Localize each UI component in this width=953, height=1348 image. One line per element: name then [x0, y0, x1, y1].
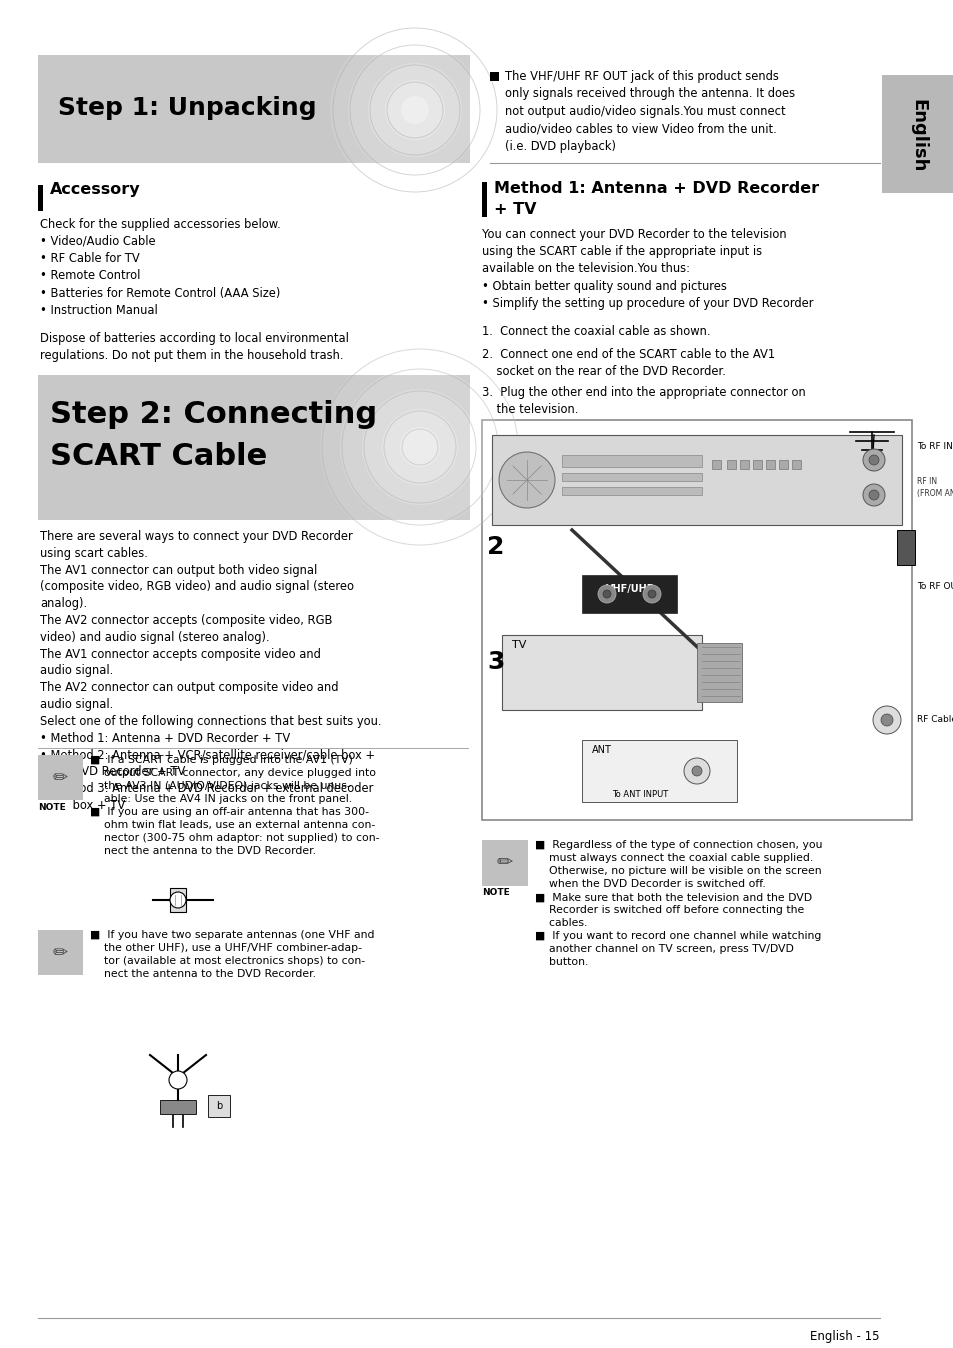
Text: TV: TV — [512, 640, 526, 650]
Circle shape — [169, 1072, 187, 1089]
Text: There are several ways to connect your DVD Recorder
using scart cables.
The AV1 : There are several ways to connect your D… — [40, 530, 381, 811]
FancyBboxPatch shape — [38, 185, 43, 212]
Text: RF Cable: RF Cable — [916, 714, 953, 724]
FancyBboxPatch shape — [501, 635, 701, 710]
Text: English: English — [908, 100, 926, 173]
Circle shape — [602, 590, 610, 599]
Circle shape — [862, 449, 884, 470]
FancyBboxPatch shape — [581, 740, 737, 802]
Circle shape — [330, 26, 499, 195]
Text: English - 15: English - 15 — [810, 1330, 879, 1343]
FancyBboxPatch shape — [561, 456, 701, 466]
FancyBboxPatch shape — [38, 55, 470, 163]
FancyBboxPatch shape — [726, 460, 735, 469]
FancyBboxPatch shape — [160, 1100, 195, 1113]
FancyBboxPatch shape — [38, 755, 83, 799]
Text: ANT: ANT — [592, 745, 611, 755]
Text: ✏: ✏ — [52, 944, 68, 962]
Text: 3: 3 — [486, 650, 504, 674]
FancyBboxPatch shape — [490, 71, 498, 81]
Circle shape — [683, 758, 709, 785]
Circle shape — [170, 892, 186, 909]
Circle shape — [691, 766, 701, 776]
Circle shape — [319, 346, 519, 547]
FancyBboxPatch shape — [779, 460, 787, 469]
Circle shape — [498, 452, 555, 508]
Circle shape — [381, 408, 457, 485]
Text: ■  If you have two separate antennas (one VHF and
    the other UHF), use a UHF/: ■ If you have two separate antennas (one… — [90, 930, 375, 979]
Circle shape — [862, 484, 884, 506]
Circle shape — [339, 367, 499, 527]
FancyBboxPatch shape — [697, 643, 741, 702]
FancyBboxPatch shape — [882, 75, 953, 193]
Circle shape — [880, 714, 892, 727]
Text: b: b — [215, 1101, 222, 1111]
Circle shape — [400, 96, 429, 124]
Text: + TV: + TV — [494, 202, 536, 217]
Text: VHF/UHF: VHF/UHF — [605, 584, 654, 594]
Circle shape — [868, 491, 878, 500]
Circle shape — [368, 63, 461, 156]
FancyBboxPatch shape — [711, 460, 720, 469]
Text: You can connect your DVD Recorder to the television
using the SCART cable if the: You can connect your DVD Recorder to the… — [481, 228, 813, 310]
Text: 2: 2 — [486, 535, 504, 559]
FancyBboxPatch shape — [896, 530, 914, 565]
Text: NOTE: NOTE — [481, 888, 509, 896]
FancyBboxPatch shape — [765, 460, 774, 469]
FancyBboxPatch shape — [752, 460, 761, 469]
Text: Step 1: Unpacking: Step 1: Unpacking — [58, 96, 316, 120]
Text: 3.  Plug the other end into the appropriate connector on
    the television.: 3. Plug the other end into the appropria… — [481, 386, 805, 417]
Text: 2.  Connect one end of the SCART cable to the AV1
    socket on the rear of the : 2. Connect one end of the SCART cable to… — [481, 348, 774, 379]
Circle shape — [642, 585, 660, 603]
FancyBboxPatch shape — [208, 1095, 230, 1117]
Text: Method 1: Antenna + DVD Recorder: Method 1: Antenna + DVD Recorder — [494, 181, 819, 195]
FancyBboxPatch shape — [492, 435, 901, 524]
Circle shape — [385, 80, 444, 140]
Text: The VHF/UHF RF OUT jack of this product sends
only signals received through the : The VHF/UHF RF OUT jack of this product … — [504, 70, 794, 154]
Circle shape — [647, 590, 656, 599]
Text: • Video/Audio Cable
• RF Cable for TV
• Remote Control
• Batteries for Remote Co: • Video/Audio Cable • RF Cable for TV • … — [40, 235, 280, 317]
Text: To RF OUT: To RF OUT — [916, 582, 953, 590]
Circle shape — [348, 43, 481, 177]
Circle shape — [399, 427, 439, 466]
Text: Step 2: Connecting: Step 2: Connecting — [50, 400, 376, 429]
FancyBboxPatch shape — [481, 182, 486, 217]
Text: Dispose of batteries according to local environmental
regulations. Do not put th: Dispose of batteries according to local … — [40, 332, 349, 363]
Text: ■  If a SCART cable is plugged into the AV1 (TV)
    output SCART connector, any: ■ If a SCART cable is plugged into the A… — [90, 755, 379, 856]
Text: To RF IN: To RF IN — [916, 442, 952, 452]
FancyBboxPatch shape — [740, 460, 748, 469]
FancyBboxPatch shape — [38, 930, 83, 975]
Circle shape — [598, 585, 616, 603]
Circle shape — [868, 456, 878, 465]
Text: ✏: ✏ — [52, 768, 68, 787]
FancyBboxPatch shape — [561, 487, 701, 495]
Text: 1.  Connect the coaxial cable as shown.: 1. Connect the coaxial cable as shown. — [481, 325, 710, 338]
FancyBboxPatch shape — [581, 576, 677, 613]
Text: RF IN
(FROM ANT): RF IN (FROM ANT) — [916, 477, 953, 497]
Circle shape — [872, 706, 900, 735]
Text: ■  Regardless of the type of connection chosen, you
    must always connect the : ■ Regardless of the type of connection c… — [535, 840, 821, 968]
Text: Accessory: Accessory — [50, 182, 140, 197]
Text: SCART Cable: SCART Cable — [50, 442, 267, 470]
FancyBboxPatch shape — [791, 460, 801, 469]
Text: NOTE: NOTE — [38, 803, 66, 811]
FancyBboxPatch shape — [481, 840, 527, 886]
Circle shape — [361, 390, 477, 506]
Text: To ANT INPUT: To ANT INPUT — [612, 790, 667, 799]
FancyBboxPatch shape — [170, 888, 186, 913]
FancyBboxPatch shape — [38, 375, 470, 520]
Text: Check for the supplied accessories below.: Check for the supplied accessories below… — [40, 218, 280, 231]
FancyBboxPatch shape — [481, 421, 911, 820]
FancyBboxPatch shape — [561, 473, 701, 481]
Text: ✏: ✏ — [497, 853, 513, 872]
